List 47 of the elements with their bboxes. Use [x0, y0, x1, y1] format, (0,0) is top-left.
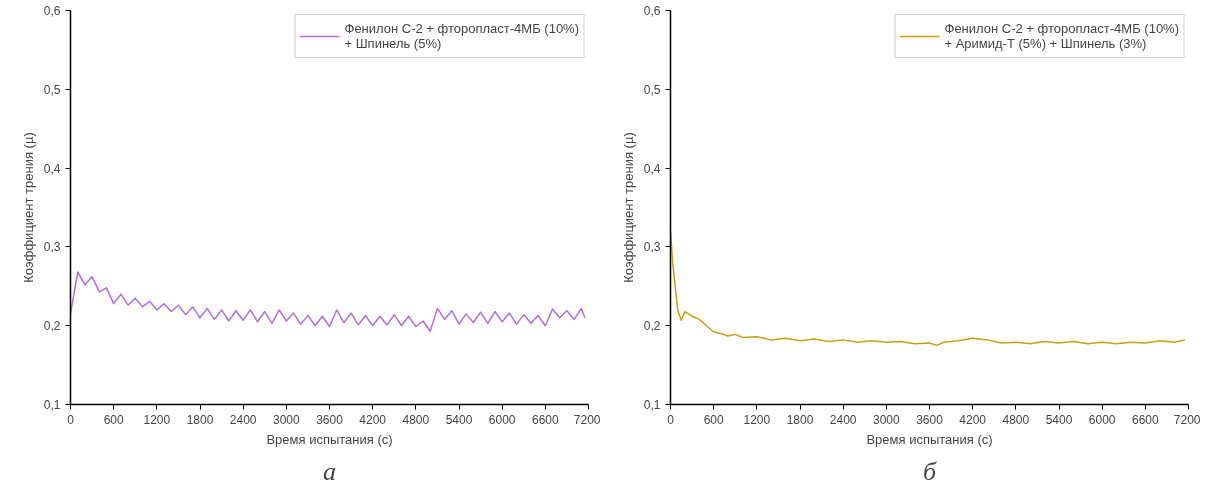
y-tick-label: 0,2	[643, 319, 661, 334]
x-tick-label: 1800	[786, 412, 814, 427]
x-tick-label: 4200	[359, 412, 387, 427]
x-tick-label: 1200	[743, 412, 771, 427]
x-tick-label: 0	[667, 412, 675, 427]
x-tick-label: 4800	[1002, 412, 1030, 427]
x-tick-label: 2400	[229, 412, 257, 427]
legend-label: Фенилон С-2 + фторопласт-4МБ (10%) + Аримид-Т (5%) + Шпинель (3%)	[944, 20, 1179, 53]
x-tick-label: 4800	[402, 412, 430, 427]
y-axis-title: Коэффициент трения (µ)	[620, 132, 636, 283]
x-tick-label: 5400	[445, 412, 473, 427]
y-tick-label: 0,4	[643, 161, 661, 176]
x-axis-title: Время испытания (с)	[266, 431, 393, 447]
x-tick-label: 600	[703, 412, 724, 427]
x-tick-label: 6000	[1088, 412, 1116, 427]
x-tick-label: 7200	[1173, 412, 1201, 427]
x-tick-label: 5400	[1045, 412, 1073, 427]
x-tick-label: 3000	[272, 412, 301, 427]
x-tick-label: 6600	[1131, 412, 1160, 427]
y-tick-label: 0,4	[43, 161, 61, 176]
x-tick-label: 1200	[143, 412, 171, 427]
x-tick-label: 6600	[531, 412, 560, 427]
x-axis-title: Время испытания (с)	[866, 431, 993, 447]
y-tick-label: 0,5	[643, 82, 661, 97]
x-tick-label: 6000	[488, 412, 516, 427]
x-tick-label: 3600	[316, 412, 344, 427]
y-tick-label: 0,6	[643, 4, 661, 18]
x-tick-label: 4200	[959, 412, 987, 427]
y-tick-label: 0,5	[43, 82, 61, 97]
x-tick-label: 2400	[829, 412, 857, 427]
x-tick-label: 3600	[916, 412, 944, 427]
y-axis-title: Коэффициент трения (µ)	[20, 132, 36, 283]
x-tick-label: 7200	[573, 412, 601, 427]
legend-label: Фенилон С-2 + фторопласт-4МБ (10%) + Шпинель (5%)	[344, 20, 579, 53]
y-tick-label: 0,1	[643, 398, 661, 412]
x-tick-label: 1800	[186, 412, 214, 427]
line-series	[70, 271, 586, 332]
x-tick-label: 0	[67, 412, 75, 427]
text: б	[922, 456, 937, 486]
y-tick-label: 0,1	[43, 398, 61, 412]
y-tick-label: 0,3	[43, 240, 61, 255]
y-tick-label: 0,2	[43, 319, 61, 334]
y-tick-label: 0,6	[43, 4, 61, 18]
x-tick-label: 600	[103, 412, 124, 427]
y-tick-label: 0,3	[643, 240, 661, 255]
text: а	[323, 456, 336, 486]
x-tick-label: 3000	[872, 412, 901, 427]
